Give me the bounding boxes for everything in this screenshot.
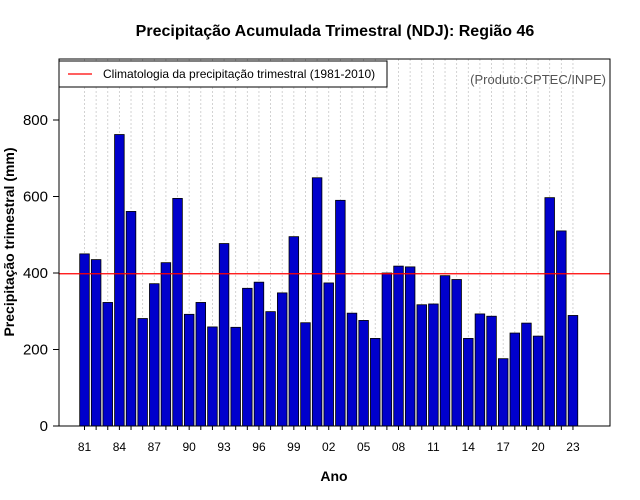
bar-02 <box>323 282 334 427</box>
x-tick-label: 02 <box>322 440 336 454</box>
bar-86 <box>137 318 148 427</box>
bar-90 <box>183 313 195 427</box>
bar-22 <box>556 230 567 427</box>
legend-box <box>58 60 388 88</box>
bar-96 <box>253 281 265 427</box>
bar-06 <box>370 338 381 427</box>
bars <box>79 134 579 427</box>
x-tick-label: 14 <box>462 440 476 454</box>
bar-00 <box>300 322 311 427</box>
bar-93 <box>218 243 230 427</box>
bar-21 <box>544 197 555 427</box>
bar-15 <box>474 313 486 427</box>
y-tick-label: 0 <box>40 418 48 435</box>
bar-10 <box>416 304 427 427</box>
bar-07 <box>381 272 393 427</box>
legend-label: Climatologia da precipitação trimestral … <box>103 67 375 81</box>
bar-98 <box>277 292 288 427</box>
y-tick-label: 200 <box>23 342 48 359</box>
x-tick-label: 84 <box>113 440 127 454</box>
bar-13 <box>451 279 462 427</box>
y-tick-label: 800 <box>23 112 48 129</box>
bar-14 <box>463 338 474 427</box>
bar-19 <box>521 322 532 427</box>
bar-23 <box>567 315 579 427</box>
bar-99 <box>288 236 300 427</box>
y-tick-label: 600 <box>23 189 48 206</box>
bar-83 <box>102 302 113 427</box>
bar-09 <box>404 266 416 427</box>
bar-88 <box>160 262 172 427</box>
bar-05 <box>358 320 369 427</box>
bar-20 <box>532 335 544 427</box>
bar-84 <box>114 134 125 427</box>
bar-08 <box>393 265 404 427</box>
bar-92 <box>207 326 218 427</box>
x-axis: 81 84 87 90 93 96 99 02 05 08 11 14 17 20 23 <box>78 426 580 454</box>
bar-04 <box>346 312 358 427</box>
bar-89 <box>172 198 183 427</box>
x-tick-label: 23 <box>566 440 580 454</box>
x-tick-label: 99 <box>287 440 301 454</box>
x-tick-label: 90 <box>182 440 196 454</box>
x-tick-label: 20 <box>531 440 545 454</box>
bar-17 <box>497 358 509 427</box>
x-tick-label: 81 <box>78 440 92 454</box>
y-axis-title: Precipitação trimestral (mm) <box>1 147 17 336</box>
bar-12 <box>439 275 451 427</box>
bar-18 <box>509 332 521 427</box>
x-tick-label: 11 <box>427 440 440 454</box>
bar-03 <box>335 199 346 427</box>
x-tick-label: 93 <box>217 440 231 454</box>
bar-11 <box>428 303 439 427</box>
bar-87 <box>149 283 160 427</box>
x-tick-label: 17 <box>497 440 511 454</box>
bar-97 <box>265 311 276 427</box>
x-tick-label: 87 <box>148 440 162 454</box>
legend: Climatologia da precipitação trimestral … <box>58 60 388 88</box>
y-tick-label: 400 <box>23 265 48 282</box>
x-tick-label: 05 <box>357 440 371 454</box>
bar-85 <box>125 211 137 427</box>
bar-16 <box>486 315 497 427</box>
y-axis: 0 200 400 600 800 <box>23 112 59 435</box>
bar-82 <box>90 259 102 427</box>
bar-01 <box>311 177 323 427</box>
x-tick-label: 08 <box>392 440 406 454</box>
chart-title: Precipitação Acumulada Trimestral (NDJ):… <box>136 23 535 40</box>
bar-94 <box>230 326 241 427</box>
x-axis-title: Ano <box>320 468 347 484</box>
x-tick-label: 96 <box>252 440 266 454</box>
credit-text: (Produto:CPTEC/INPE) <box>470 72 606 87</box>
bar-81 <box>79 253 90 427</box>
plot-frame <box>58 58 611 427</box>
bar-95 <box>242 287 253 427</box>
bar-91 <box>195 302 207 427</box>
